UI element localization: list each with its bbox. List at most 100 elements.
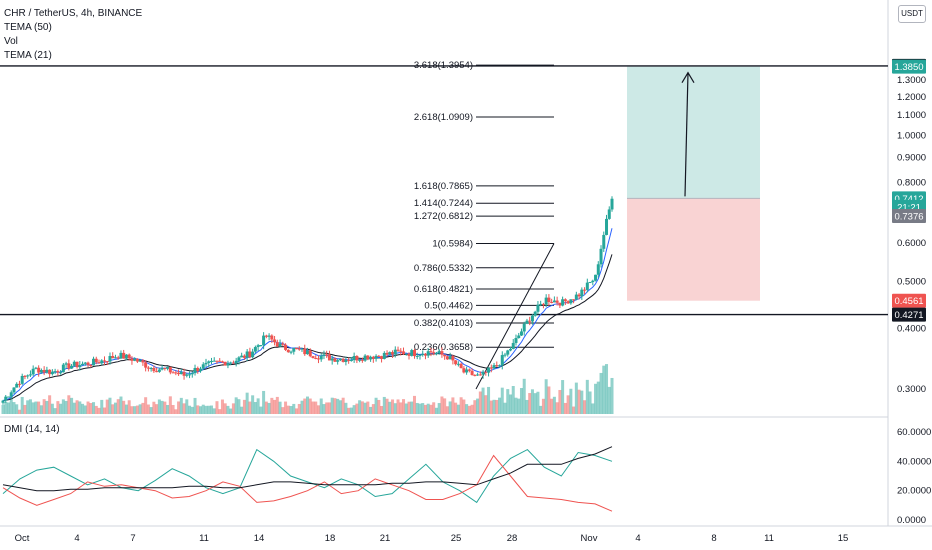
time-tick-label: Oct (15, 533, 30, 544)
volume-bar (201, 404, 205, 414)
candle-body (473, 375, 477, 377)
time-tick-label: 18 (325, 533, 336, 544)
volume-bar (393, 403, 397, 414)
candle-body (259, 345, 263, 347)
volume-bar (163, 401, 167, 414)
candle-body (196, 367, 200, 372)
candle-body (530, 315, 534, 322)
volume-bar (437, 403, 441, 414)
time-tick-label: 4 (635, 533, 640, 544)
volume-bar (319, 398, 323, 414)
volume-bar (256, 398, 260, 414)
candle-body (9, 392, 13, 397)
volume-bar (509, 394, 512, 414)
candle-body (188, 374, 192, 376)
time-tick-label: 8 (711, 533, 716, 544)
dmi-legend[interactable]: DMI (14, 14) (4, 424, 60, 435)
volume-bar (168, 396, 172, 414)
candle-body (141, 360, 145, 363)
volume-bar (467, 405, 471, 414)
target-arrow[interactable] (681, 71, 695, 197)
volume-bar (300, 400, 304, 414)
candle-body (454, 360, 458, 365)
candle-body (470, 370, 474, 376)
candle-body (242, 355, 246, 358)
candle-body (566, 301, 570, 304)
volume-legend[interactable]: Vol (4, 36, 18, 47)
volume-bar (286, 405, 290, 414)
volume-bar (182, 403, 186, 414)
volume-bar (229, 408, 233, 414)
position-zones[interactable] (627, 66, 760, 301)
candle-body (193, 367, 197, 374)
candle-body (495, 365, 499, 367)
price-axis[interactable]: 1.30001.20001.10001.00000.90000.80000.70… (897, 75, 926, 395)
price-tag-label: 0.4561 (894, 296, 923, 307)
candle-body (289, 351, 293, 353)
candle-body (352, 355, 356, 361)
volume-bar (530, 389, 534, 414)
volume-bar (45, 400, 49, 414)
volume-bar (440, 396, 444, 414)
candle-body (229, 362, 233, 364)
volume-bar (149, 407, 153, 414)
fibonacci-extension[interactable]: 3.618(1.3954)2.618(1.0909)1.618(0.7865)1… (414, 60, 555, 390)
adx-line (2, 446, 613, 492)
candle-body (399, 350, 403, 352)
volume-bar (511, 386, 515, 414)
candle-body (146, 367, 150, 369)
price-tick-label: 0.3000 (897, 384, 926, 395)
candle-body (245, 351, 249, 358)
candle-body (319, 356, 323, 360)
candle-body (440, 351, 444, 355)
dmi-tick-label: 40.0000 (897, 456, 931, 467)
volume-bar (596, 381, 600, 414)
candle-body (168, 366, 172, 373)
price-tag (892, 307, 926, 322)
candle-body (264, 335, 268, 337)
fib-level-label: 1.272(0.6812) (414, 211, 473, 222)
tema-50-legend[interactable]: TEMA (50) (4, 22, 52, 33)
volume-bar (478, 391, 482, 414)
dmi-tick-label: 60.0000 (897, 427, 931, 438)
candle-body (152, 368, 156, 372)
candle-body (31, 368, 35, 375)
volume-bar (289, 406, 293, 414)
time-tick-label: 11 (199, 533, 209, 544)
candle-body (402, 351, 406, 355)
volume-bar (347, 407, 351, 414)
price-tag-label: 21:21 (897, 202, 921, 213)
volume-bar (166, 404, 170, 414)
volume-bar (86, 401, 90, 414)
candle-body (591, 280, 595, 283)
volume-bar (605, 364, 609, 414)
volume-bar (146, 404, 150, 414)
candle-body (6, 396, 10, 398)
volume-bar (558, 389, 562, 414)
candle-body (116, 357, 120, 359)
volume-bar (366, 401, 370, 414)
candle-body (580, 289, 584, 297)
tema-21-legend[interactable]: TEMA (21) (4, 50, 52, 61)
loss-zone (627, 198, 760, 301)
volume-bar (240, 406, 244, 414)
volume-bar (473, 400, 477, 414)
volume-bar (311, 401, 315, 414)
volume-bar (220, 399, 224, 414)
candle-body (253, 347, 257, 352)
candle-body (61, 364, 65, 373)
fib-level-label: 0.786(0.5332) (414, 263, 473, 274)
price-tick-label: 1.0000 (897, 130, 926, 141)
volume-bar (270, 397, 274, 414)
horizontal-lines[interactable] (0, 65, 888, 316)
volume-bar (83, 405, 87, 414)
candle-body (28, 374, 32, 376)
price-tags: 1.38991.38500.741221:210.73760.45610.427… (892, 58, 926, 322)
currency-badge[interactable]: USDT (898, 5, 926, 23)
volume-bar (20, 396, 24, 414)
time-axis[interactable]: Oct 4 7 11 14 18 21 25 28 Nov 4 8 11 15 (15, 533, 849, 544)
volume-bar (223, 403, 227, 414)
candle-body (78, 365, 82, 368)
candle-body (569, 299, 573, 304)
